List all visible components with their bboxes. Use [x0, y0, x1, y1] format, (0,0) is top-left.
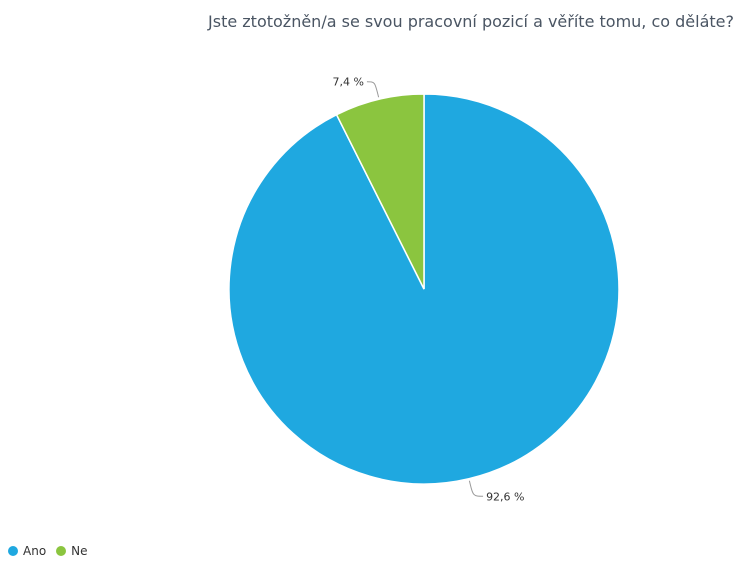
- legend-item-ano[interactable]: Ano: [8, 544, 46, 558]
- pie-slices: [228, 93, 620, 485]
- chart-title: Jste ztotožněn/a se svou pracovní pozicí…: [208, 12, 734, 31]
- data-labels: 92,6 % 7,4 %: [332, 76, 524, 504]
- label-leader-lines: [366, 81, 484, 497]
- data-label-ano: 92,6 %: [486, 490, 524, 503]
- legend-marker-ne: [56, 546, 67, 556]
- legend-label-ano: Ano: [23, 544, 47, 558]
- data-label-ne: 7,4 %: [332, 76, 363, 89]
- pie-slice-ne[interactable]: [335, 93, 425, 290]
- legend: Ano Ne: [8, 544, 98, 558]
- leader-line-ne: [366, 81, 380, 98]
- legend-marker-ano: [8, 546, 18, 556]
- legend-label-ne: Ne: [71, 544, 88, 558]
- legend-item-ne[interactable]: Ne: [56, 544, 88, 558]
- leader-line-ano: [468, 480, 484, 497]
